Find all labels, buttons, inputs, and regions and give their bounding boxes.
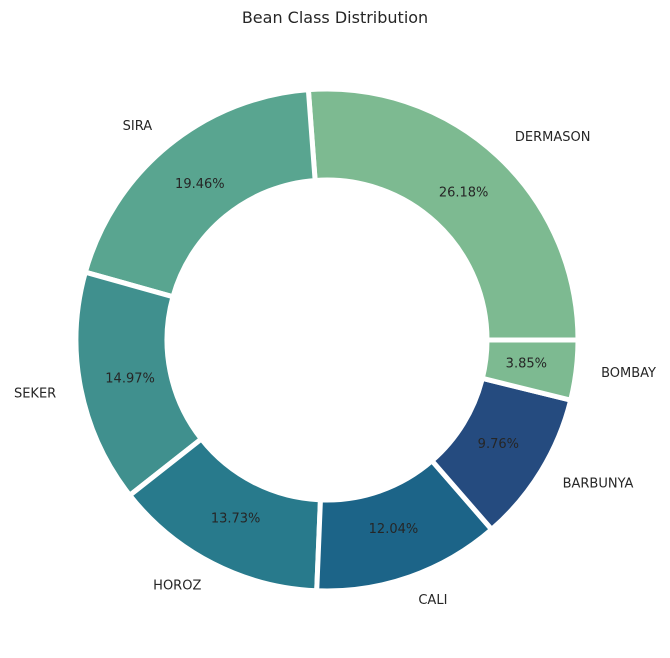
- slice-label-cali: CALI: [418, 593, 447, 608]
- chart-title: Bean Class Distribution: [241, 8, 429, 27]
- pct-label-sira: 19.46%: [175, 177, 225, 192]
- slice-label-dermason: DERMASON: [515, 130, 591, 145]
- slice-label-horoz: HOROZ: [153, 578, 201, 593]
- pct-label-dermason: 26.18%: [439, 185, 489, 200]
- slice-dermason: [305, 86, 581, 343]
- pct-label-cali: 12.04%: [369, 522, 419, 537]
- pct-label-seker: 14.97%: [105, 372, 155, 387]
- slice-bombay: [479, 337, 581, 404]
- slice-label-bombay: BOMBAY: [601, 366, 656, 381]
- labels-layer: DERMASON 26.18% SIRA 19.46% SEKER 14.97% HOROZ…: [14, 119, 656, 608]
- slice-label-sira: SIRA: [123, 119, 153, 134]
- pct-label-horoz: 13.73%: [211, 511, 261, 526]
- pct-label-bombay: 3.85%: [506, 357, 547, 372]
- slice-label-barbunya: BARBUNYA: [563, 476, 634, 491]
- pct-label-barbunya: 9.76%: [478, 437, 519, 452]
- slices-layer: [73, 86, 581, 594]
- slice-sira: [82, 87, 318, 300]
- slice-label-seker: SEKER: [14, 386, 56, 401]
